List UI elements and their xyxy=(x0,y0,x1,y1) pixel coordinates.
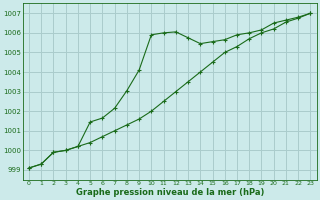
X-axis label: Graphe pression niveau de la mer (hPa): Graphe pression niveau de la mer (hPa) xyxy=(76,188,264,197)
